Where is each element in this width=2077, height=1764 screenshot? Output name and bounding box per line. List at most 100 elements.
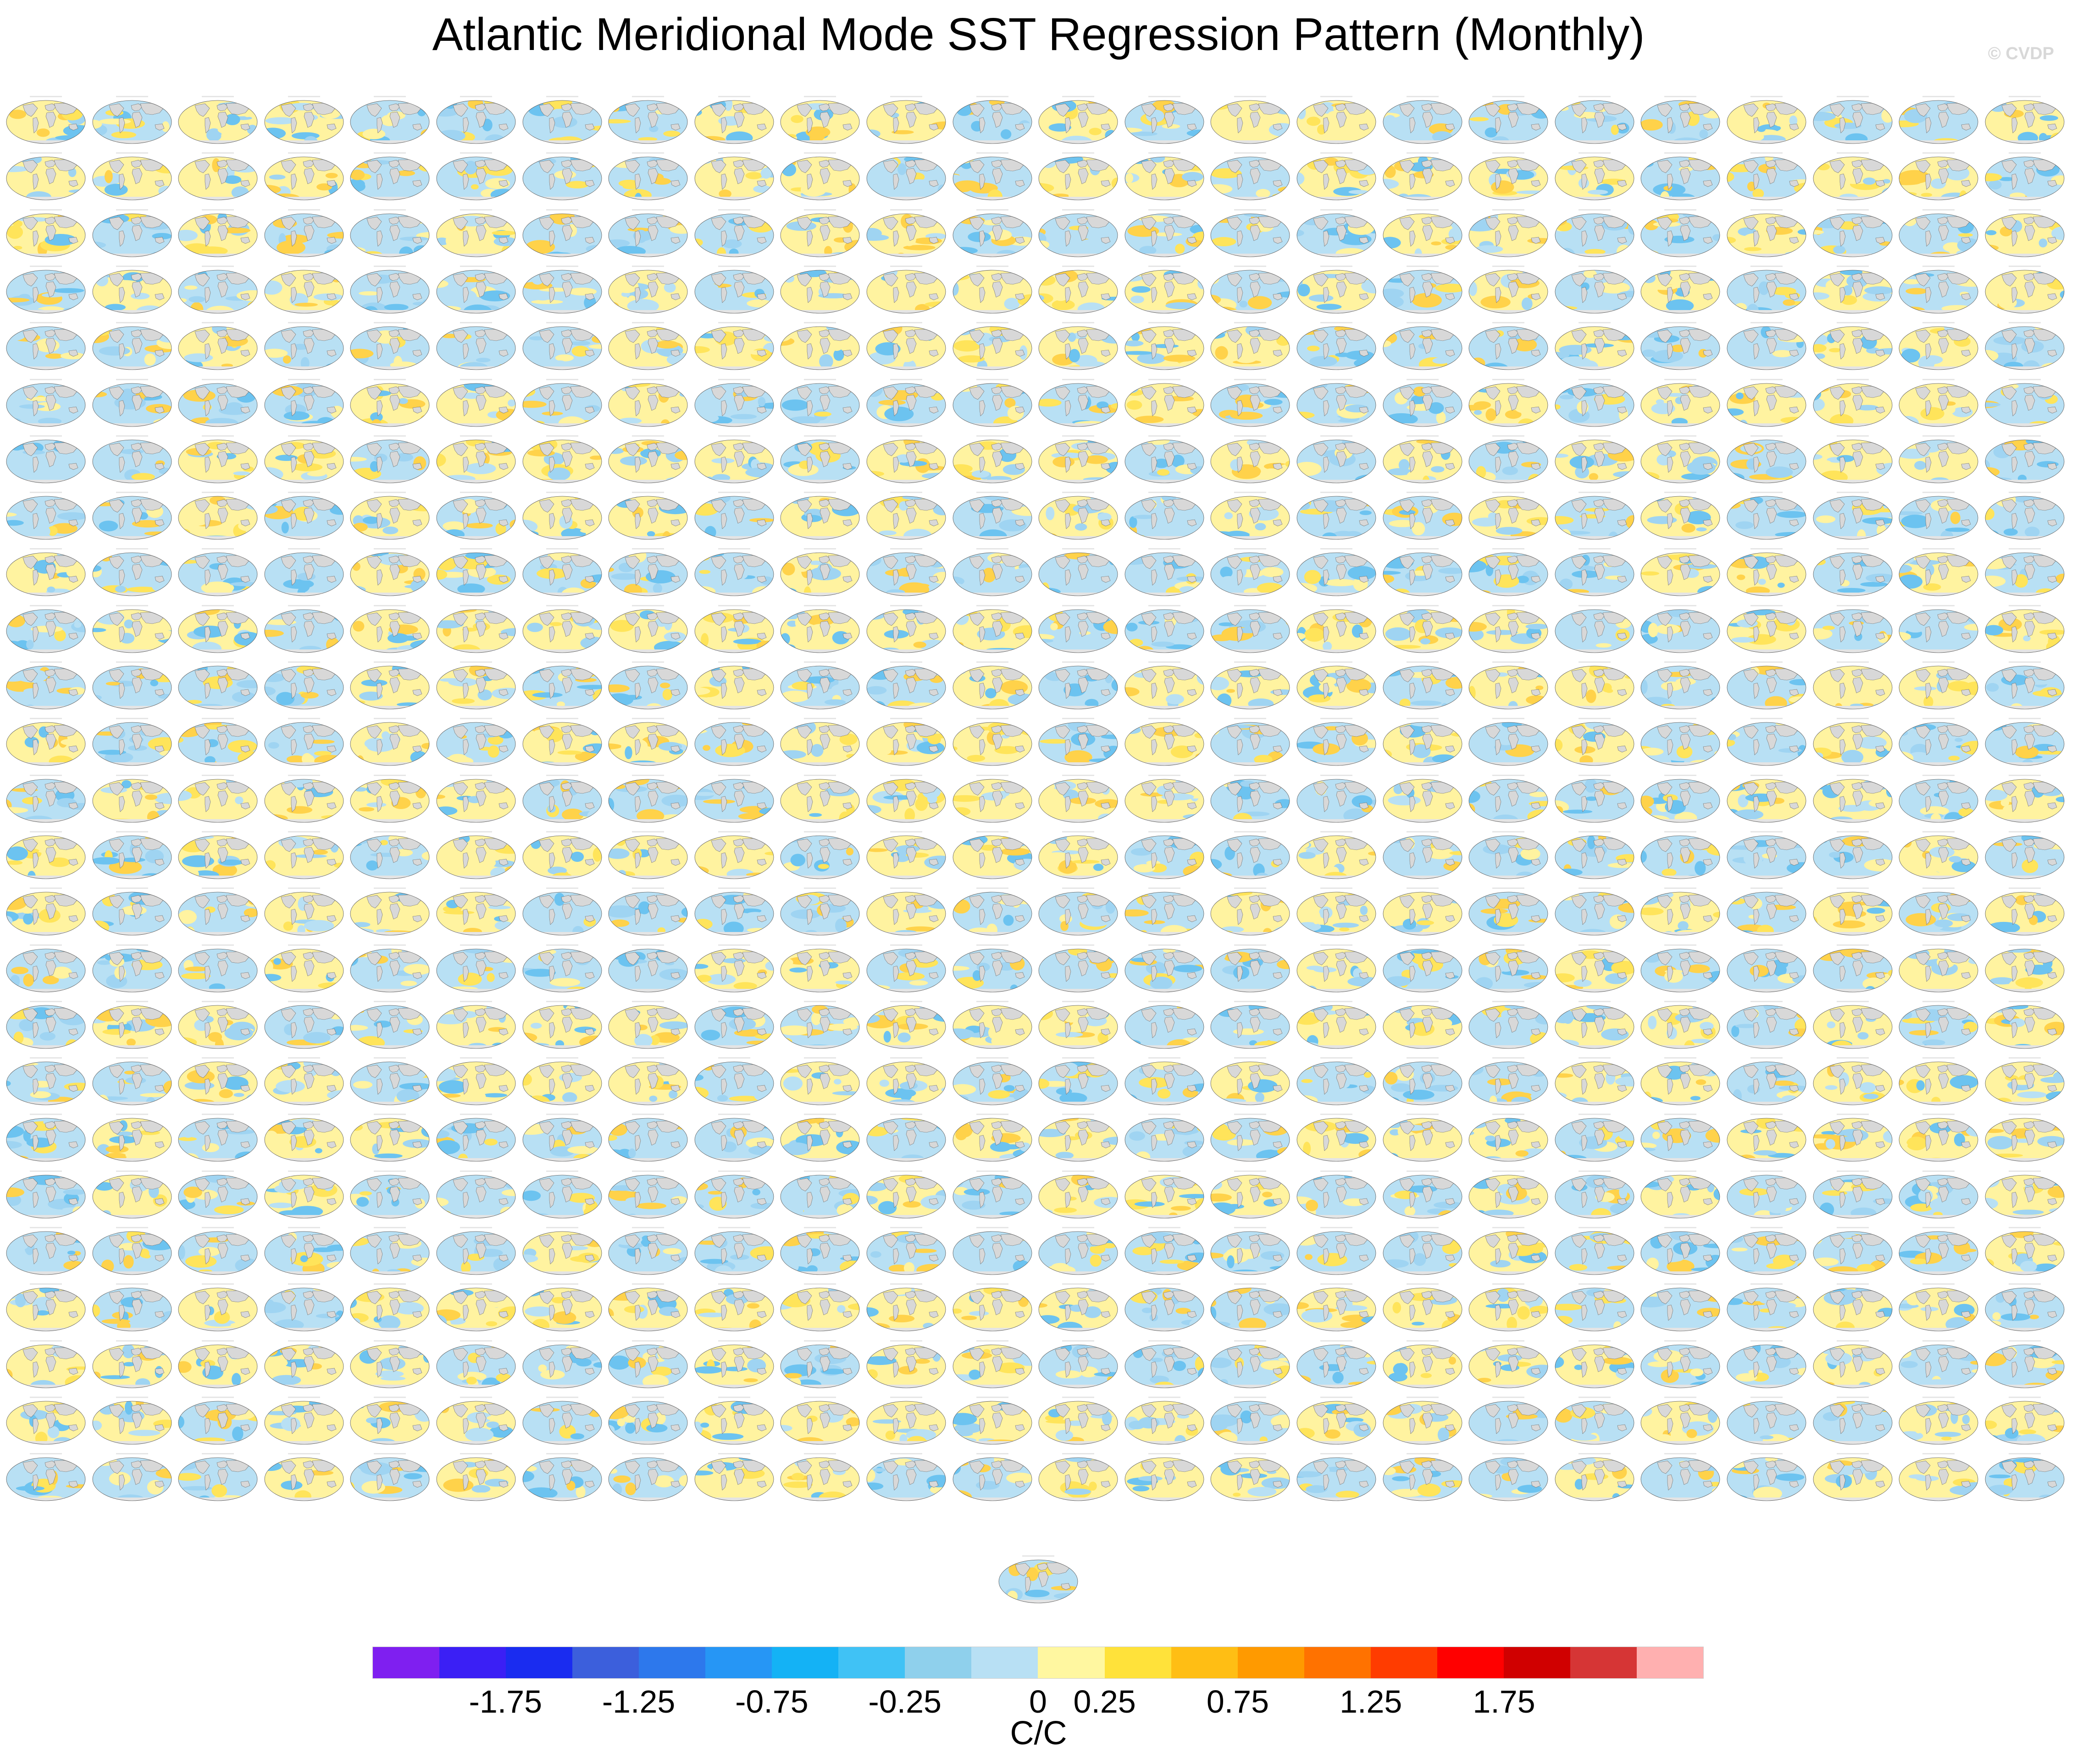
regression-map-panel <box>866 492 946 540</box>
regression-map-panel <box>1468 322 1548 370</box>
regression-map-panel <box>1468 492 1548 540</box>
regression-map-panel <box>350 378 430 427</box>
regression-map-panel <box>6 774 86 822</box>
regression-map-panel <box>953 209 1032 257</box>
regression-map-panel <box>522 322 602 370</box>
regression-map-panel <box>1727 1453 1806 1501</box>
regression-map-panel <box>178 548 258 596</box>
regression-map-panel <box>1468 435 1548 483</box>
regression-map-panel <box>264 831 344 879</box>
regression-map-panel <box>1038 1283 1118 1331</box>
regression-map-panel <box>522 774 602 822</box>
regression-map-panel <box>178 1000 258 1049</box>
regression-map-panel <box>1727 661 1806 710</box>
regression-map-panel <box>6 152 86 200</box>
regression-map-panel <box>1210 265 1290 314</box>
regression-map-panel <box>92 1283 172 1331</box>
regression-map-panel <box>1296 492 1376 540</box>
regression-map-panel <box>1124 1000 1204 1049</box>
regression-map-panel <box>92 661 172 710</box>
regression-map-panel <box>178 831 258 879</box>
regression-map-panel <box>1813 1453 1892 1501</box>
regression-map-panel <box>436 718 516 766</box>
regression-map-panel <box>436 96 516 144</box>
regression-map-panel <box>350 548 430 596</box>
colorbar-box <box>772 1647 839 1678</box>
regression-map-panel <box>1383 718 1462 766</box>
regression-map-panel <box>1038 1453 1118 1501</box>
regression-map-panel <box>1468 152 1548 200</box>
regression-map-panel <box>1640 96 1720 144</box>
regression-map-panel <box>1210 1283 1290 1331</box>
regression-map-panel <box>1727 1396 1806 1445</box>
regression-map-panel <box>1555 1000 1634 1049</box>
regression-map-panel <box>350 1000 430 1049</box>
regression-map-panel <box>6 492 86 540</box>
regression-map-panel <box>998 1555 1078 1603</box>
regression-map-panel <box>1468 774 1548 822</box>
regression-map-panel <box>522 96 602 144</box>
regression-map-panel <box>264 944 344 992</box>
colorbar-box <box>439 1647 506 1678</box>
regression-map-panel <box>1296 435 1376 483</box>
regression-map-panel <box>1296 1227 1376 1275</box>
regression-map-panel <box>1296 661 1376 710</box>
regression-map-panel <box>264 378 344 427</box>
regression-map-panel <box>1038 831 1118 879</box>
regression-map-panel <box>1985 209 2065 257</box>
regression-map-panel <box>866 831 946 879</box>
regression-map-panel <box>694 322 774 370</box>
regression-map-panel <box>178 605 258 653</box>
regression-map-panel <box>866 1000 946 1049</box>
regression-map-panel <box>1296 548 1376 596</box>
regression-map-panel <box>1296 1396 1376 1445</box>
regression-map-panel <box>522 1170 602 1219</box>
colorbar-box <box>506 1647 573 1678</box>
regression-map-panel <box>522 605 602 653</box>
regression-map-panel <box>1124 944 1204 992</box>
regression-map-panel <box>1210 661 1290 710</box>
regression-map-panel <box>264 718 344 766</box>
regression-map-panel <box>1383 1453 1462 1501</box>
regression-map-panel <box>522 492 602 540</box>
regression-map-panel <box>1555 718 1634 766</box>
regression-map-panel <box>694 152 774 200</box>
regression-map-panel <box>1555 152 1634 200</box>
regression-map-panel <box>1383 1170 1462 1219</box>
regression-map-panel <box>1038 378 1118 427</box>
regression-map-panel <box>350 265 430 314</box>
regression-map-panel <box>350 1396 430 1445</box>
regression-map-panel <box>866 774 946 822</box>
regression-map-panel <box>866 605 946 653</box>
regression-map-panel <box>1124 152 1204 200</box>
regression-map-panel <box>694 265 774 314</box>
regression-map-panel <box>866 265 946 314</box>
regression-map-panel <box>866 1453 946 1501</box>
regression-map-panel <box>1383 831 1462 879</box>
regression-map-panel <box>1296 831 1376 879</box>
regression-map-panel <box>1985 322 2065 370</box>
regression-map-panel <box>866 322 946 370</box>
regression-map-panel <box>1813 1114 1892 1162</box>
regression-map-panel <box>350 605 430 653</box>
regression-map-panel <box>92 1340 172 1388</box>
regression-map-panel <box>6 1170 86 1219</box>
regression-map-panel <box>1813 322 1892 370</box>
regression-map-panel <box>1899 548 1978 596</box>
regression-map-panel <box>953 774 1032 822</box>
regression-map-panel <box>866 1170 946 1219</box>
regression-map-panel <box>1124 718 1204 766</box>
regression-map-panel <box>92 718 172 766</box>
regression-map-panel <box>1640 1396 1720 1445</box>
figure-title: Atlantic Meridional Mode SST Regression … <box>432 9 1645 60</box>
regression-map-panel <box>522 1057 602 1105</box>
regression-map-panel <box>1210 152 1290 200</box>
colorbar-box <box>1304 1647 1371 1678</box>
regression-map-panel <box>1038 1057 1118 1105</box>
regression-map-panel <box>780 548 860 596</box>
regression-map-panel <box>1296 1000 1376 1049</box>
regression-map-panel <box>1985 96 2065 144</box>
regression-map-panel <box>264 888 344 936</box>
regression-map-panel <box>953 1283 1032 1331</box>
regression-map-panel <box>608 661 688 710</box>
